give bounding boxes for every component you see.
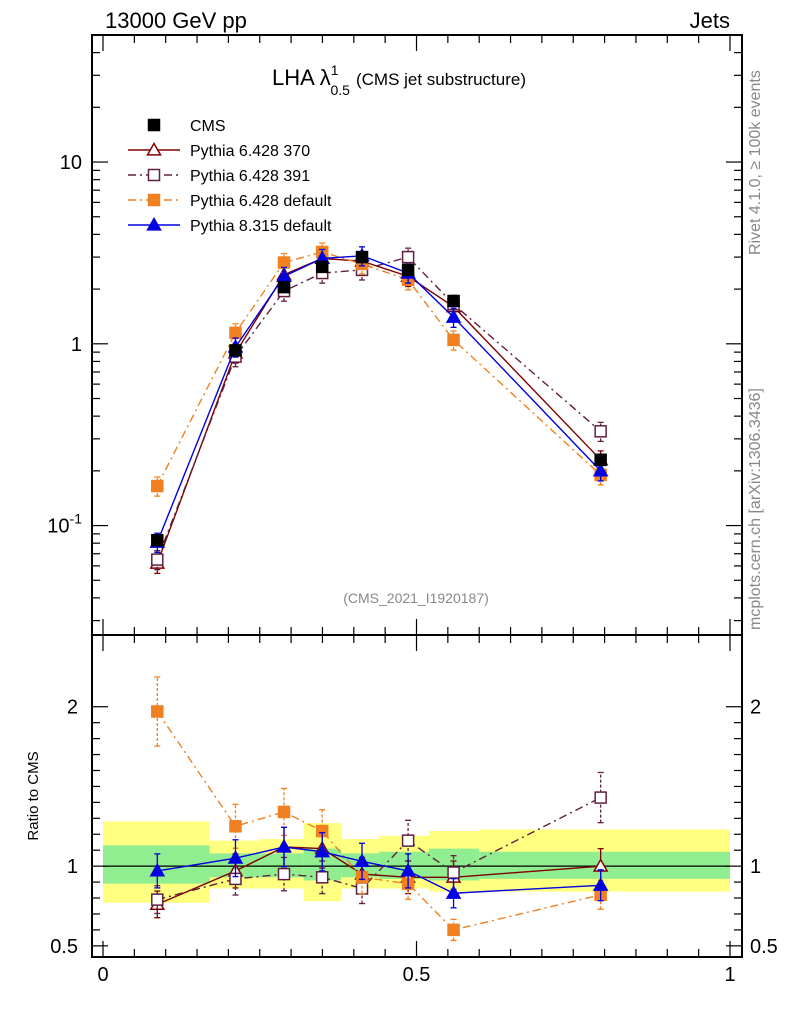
title-superscript: 1 <box>331 62 339 78</box>
legend-label: Pythia 8.315 default <box>190 218 332 235</box>
ratio-series-group <box>149 676 609 942</box>
main-series-pythia-6-428-370 <box>149 248 609 575</box>
title-rest: (CMS jet substructure) <box>356 70 526 89</box>
main-point <box>151 534 164 547</box>
main-ytick-label: 10-1 <box>47 511 82 538</box>
ratio-series-pythia-8-315-default <box>149 826 609 909</box>
main-point <box>447 294 460 308</box>
ratio-point <box>400 862 416 877</box>
main-series-group <box>149 242 609 575</box>
main-point <box>447 333 460 347</box>
main-point <box>355 250 369 264</box>
ratio-ytick-label-right: 2 <box>750 697 761 719</box>
legend-label: Pythia 6.428 391 <box>190 168 310 185</box>
legend-label: Pythia 6.428 370 <box>190 143 310 160</box>
main-point <box>401 263 415 277</box>
ratio-plot-frame <box>91 634 743 958</box>
ratio-point <box>277 867 291 881</box>
main-line <box>156 255 602 543</box>
main-ytick-label: 10 <box>60 152 82 174</box>
main-point <box>277 280 291 294</box>
main-point <box>592 462 609 477</box>
ratio-ytick-label-right: 1 <box>750 856 761 878</box>
main-point <box>151 479 164 493</box>
main-point <box>151 553 164 566</box>
analysis-label: (CMS_2021_I1920187) <box>343 590 489 606</box>
ratio-point <box>314 843 330 858</box>
legend-label: CMS <box>190 118 226 135</box>
main-line <box>156 257 602 564</box>
legend: CMS Pythia 6.428 370 Pythia 6.428 391 Pythi… <box>128 118 332 235</box>
ratio-point <box>151 893 164 906</box>
ratio-point <box>401 834 415 847</box>
chart-title: LHA λ1 0.5 (CMS jet substructure) <box>272 62 526 98</box>
legend-entry: Pythia 6.428 370 <box>128 141 310 160</box>
ratio-line <box>156 711 601 931</box>
legend-entry: Pythia 6.428 391 <box>128 168 310 185</box>
ratio-line <box>157 846 601 906</box>
legend-marker <box>146 216 162 231</box>
ratio-line <box>157 846 601 894</box>
main-point <box>445 309 462 323</box>
ratio-ytick-label-left: 1 <box>67 856 78 878</box>
ratio-point <box>445 885 462 899</box>
ratio-point <box>594 791 607 804</box>
title-main: LHA λ <box>272 65 331 90</box>
jets-label: Jets <box>690 8 730 33</box>
main-point <box>229 344 242 357</box>
main-series-pythia-8-315-default <box>149 246 609 553</box>
ratio-ytick-label-left: 0.5 <box>50 936 78 958</box>
ratio-point <box>315 871 329 884</box>
main-ytick-label: 1 <box>71 334 82 356</box>
ratio-point <box>447 923 460 937</box>
main-line <box>156 251 602 487</box>
main-series-pythia-6-428-default <box>151 242 607 497</box>
main-point <box>401 250 415 264</box>
rivet-label: Rivet 4.1.0, ≥ 100k events <box>747 70 764 255</box>
ratio-point <box>354 853 370 867</box>
legend-entry: Pythia 8.315 default <box>128 216 332 235</box>
ratio-point <box>592 877 609 891</box>
legend-marker <box>146 141 162 156</box>
ratio-uncertainty-bands <box>103 821 730 903</box>
ratio-point <box>276 838 292 853</box>
main-series-cms <box>151 250 607 547</box>
main-point <box>229 326 242 340</box>
energy-label: 13000 GeV pp <box>105 8 247 33</box>
ratio-point <box>229 820 242 833</box>
main-point <box>594 425 607 438</box>
ratio-point <box>149 862 166 877</box>
ratio-ytick-label-left: 2 <box>67 697 78 719</box>
main-point <box>315 260 329 274</box>
ratio-point <box>227 850 244 864</box>
ratio-band-green <box>103 845 210 884</box>
ratio-point <box>447 866 460 879</box>
title-subscript: 0.5 <box>331 82 351 98</box>
main-series-pythia-6-428-391 <box>151 247 607 571</box>
main-line <box>156 256 602 560</box>
legend-marker <box>147 168 161 182</box>
main-point <box>594 453 607 467</box>
ratio-ytick-label-right: 0.5 <box>750 936 778 958</box>
legend-marker <box>147 118 161 132</box>
legend-entry: CMS <box>147 118 226 135</box>
legend-label: Pythia 6.428 default <box>190 193 332 210</box>
ratio-band-green <box>259 853 304 878</box>
mcplots-label: mcplots.cern.ch [arXiv:1306.3436] <box>747 388 764 630</box>
legend-marker <box>147 193 161 207</box>
main-ytick-label-base: 10 <box>47 516 69 538</box>
ratio-series-pythia-6-428-default <box>151 676 607 942</box>
main-point <box>277 256 291 269</box>
ratio-xtick-label: 0 <box>97 964 108 986</box>
ratio-point <box>277 805 291 819</box>
main-ytick-label-exp: -1 <box>70 511 83 527</box>
legend-entry: Pythia 6.428 default <box>128 193 332 210</box>
ratio-point <box>151 705 164 718</box>
ratio-xtick-label: 0.5 <box>403 964 431 986</box>
ratio-ylabel: Ratio to CMS <box>25 751 42 840</box>
ratio-axis-ticks: 2 2 1 1 0.5 0.5 0 0.5 1 <box>50 635 778 986</box>
ratio-xtick-label: 1 <box>724 964 735 986</box>
